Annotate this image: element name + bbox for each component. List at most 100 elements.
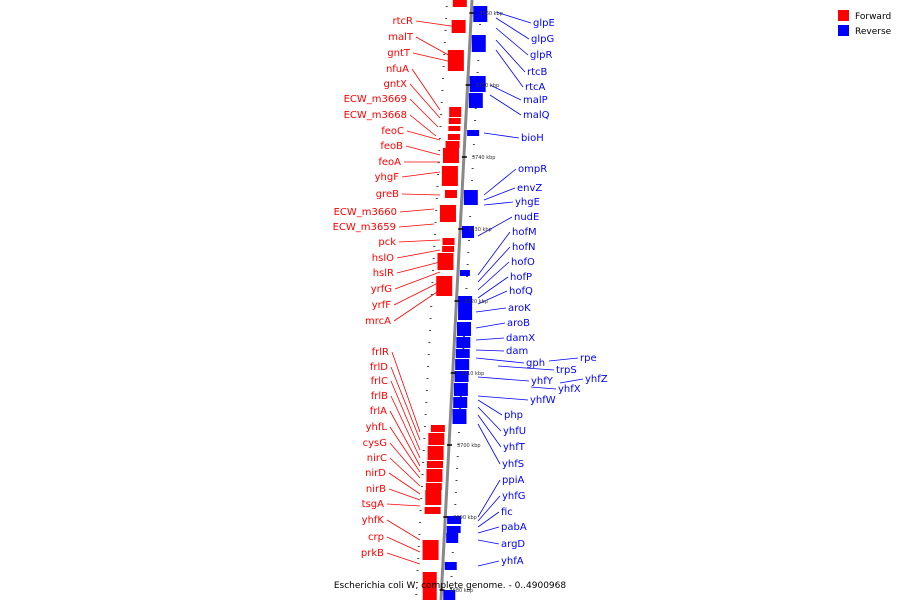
reverse-gene (469, 76, 486, 92)
forward-gene (442, 148, 459, 163)
reverse-leader (548, 357, 579, 362)
gene-label-trpS: trpS (556, 365, 577, 376)
reverse-gene (453, 397, 468, 408)
forward-leader (406, 130, 441, 141)
gene-label-nudE: nudE (514, 212, 539, 223)
forward-leader (409, 114, 437, 137)
forward-gene (426, 469, 443, 482)
backbone-dot (422, 450, 425, 451)
backbone-dot (433, 246, 436, 247)
reverse-leader (497, 365, 555, 371)
gene-label-yhgF: yhgF (375, 172, 400, 183)
reverse-leader (477, 414, 502, 448)
forward-gene (424, 507, 441, 514)
forward-leader (393, 289, 441, 322)
forward-gene (427, 461, 444, 468)
forward-gene (445, 141, 460, 148)
forward-gene (442, 238, 455, 245)
gene-label-frlB: frlB (371, 391, 388, 402)
forward-gene (449, 107, 462, 117)
reverse-leader (477, 261, 510, 291)
backbone-dot (417, 546, 420, 547)
forward-leader (398, 239, 441, 243)
backbone-dot (415, 594, 418, 595)
forward-gene (442, 246, 455, 252)
gene-label-dam: dam (506, 346, 528, 357)
forward-gene (441, 166, 458, 186)
backbone-dot (440, 102, 443, 103)
backbone-dot (472, 144, 475, 145)
gene-label-hofN: hofN (512, 242, 535, 253)
backbone-dot (429, 318, 432, 319)
gene-label-feoC: feoC (381, 126, 404, 137)
gene-label-yhfG: yhfG (502, 491, 526, 502)
backbone-dot (428, 342, 431, 343)
backbone-dot (435, 198, 438, 199)
forward-leader (396, 249, 441, 259)
reverse-leader (475, 349, 505, 352)
reverse-gene (455, 359, 470, 370)
forward-leader (415, 20, 459, 28)
forward-gene (437, 253, 454, 270)
gene-label-argD: argD (501, 539, 525, 550)
gene-label-pck: pck (378, 237, 396, 248)
gene-label-hslO: hslO (372, 253, 394, 264)
reverse-leader (489, 84, 522, 101)
reverse-gene (446, 533, 459, 543)
gene-label-yhfW: yhfW (530, 395, 556, 406)
backbone-dot (457, 444, 460, 445)
gene-label-feoB: feoB (380, 141, 403, 152)
reverse-gene (452, 409, 467, 424)
gene-label-mrcA: mrcA (365, 316, 391, 327)
gene-label-greB: greB (376, 189, 399, 200)
reverse-gene (443, 590, 456, 600)
tick: 3710 kbp (450, 371, 484, 377)
gene-label-glpG: glpG (531, 34, 554, 45)
backbone-dot (469, 216, 472, 217)
backbone-dot (418, 534, 421, 535)
gene-label-ppiA: ppiA (502, 475, 524, 486)
forward-gene (447, 134, 460, 140)
forward-leader (409, 98, 439, 128)
genome-backbone (439, 0, 474, 600)
gene-label-feoA: feoA (378, 157, 401, 168)
gene-label-frlR: frlR (372, 347, 389, 358)
gene-label-yhfL: yhfL (366, 422, 388, 433)
gene-label-envZ: envZ (517, 183, 542, 194)
caption: Escherichia coli W, complete genome. - 0… (334, 581, 567, 591)
backbone-dot (440, 114, 443, 115)
forward-gene (427, 446, 444, 460)
legend-forward-label: Forward (855, 12, 891, 22)
gene-label-cysG: cysG (363, 438, 387, 449)
forward-leader (388, 488, 421, 501)
forward-gene (428, 433, 445, 445)
forward-leader (393, 281, 441, 306)
backbone-dot (472, 156, 475, 157)
forward-leader (415, 36, 453, 58)
forward-leader (411, 68, 441, 111)
backbone-dot (441, 90, 444, 91)
backbone-dot (419, 510, 422, 511)
reverse-leader (475, 322, 506, 329)
gene-label-tsgA: tsgA (362, 499, 384, 510)
backbone-dot (420, 486, 423, 487)
forward-leader (401, 193, 441, 196)
reverse-leader (477, 246, 511, 283)
forward-genes (422, 0, 467, 600)
backbone-dot (449, 588, 452, 589)
backbone-dot (471, 180, 474, 181)
gene-label-ECW_m3669: ECW_m3669 (344, 94, 407, 105)
reverse-leader (475, 337, 505, 341)
tick: 3720 kbp (454, 299, 488, 305)
gene-label-rpe: rpe (580, 353, 597, 364)
reverse-gene (458, 296, 473, 320)
forward-leader (398, 223, 435, 228)
gene-label-yhfS: yhfS (502, 459, 524, 470)
gene-label-frlA: frlA (370, 406, 387, 417)
svg-text:3750 kbp: 3750 kbp (476, 83, 500, 89)
backbone-dot (433, 234, 436, 235)
backbone-dot (430, 294, 433, 295)
tick: 3690 kbp (443, 515, 477, 521)
gene-label-frlC: frlC (371, 376, 388, 387)
